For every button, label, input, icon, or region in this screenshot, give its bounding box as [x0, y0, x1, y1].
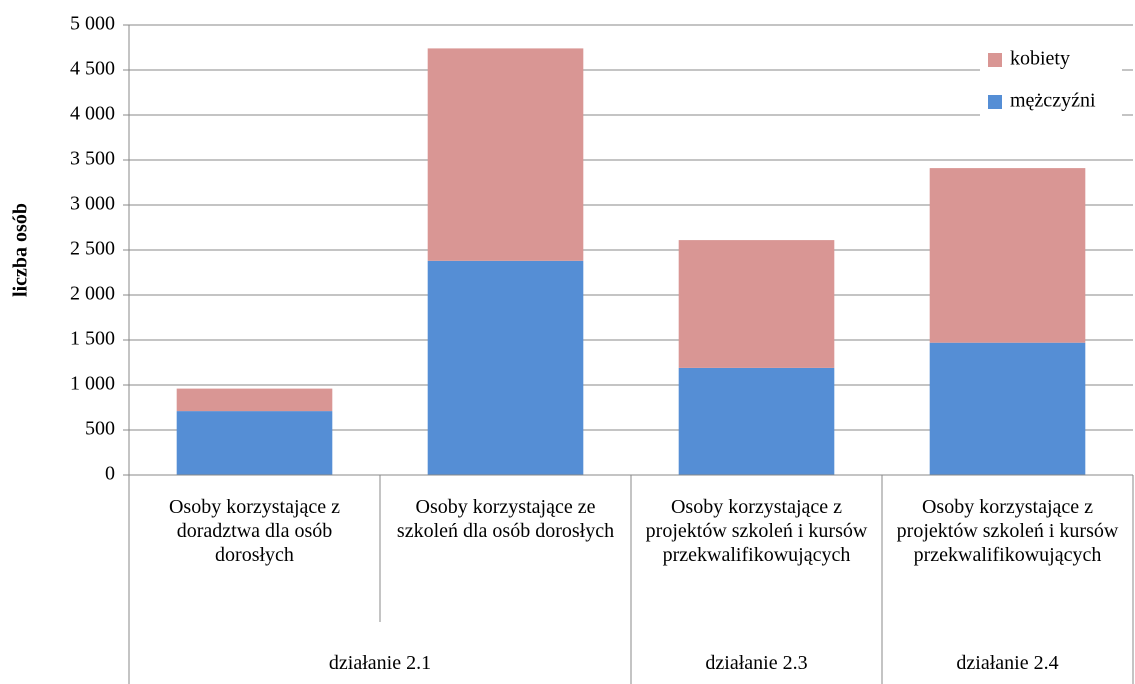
legend-label: kobiety: [1010, 48, 1070, 70]
bar-segment: [678, 240, 835, 368]
y-tick-label: 0: [105, 463, 115, 485]
x-tick-label: Osoby korzystające z projektów szkoleń i…: [645, 496, 868, 566]
legend-swatch: [988, 95, 1002, 109]
y-axis-label: liczba osób: [10, 203, 32, 297]
x-tick-label: Osoby korzystające z doradztwa dla osób …: [168, 496, 341, 566]
bar-segment: [427, 260, 584, 475]
x-tick-label: Osoby korzystające z projektów szkoleń i…: [896, 496, 1119, 566]
x-tick-label: Osoby korzystające ze szkoleń dla osób d…: [396, 496, 615, 542]
bar-segment: [176, 411, 333, 475]
y-tick-label: 3 500: [70, 148, 115, 170]
y-tick-label: 4 500: [70, 58, 115, 80]
group-label: działanie 2.4: [956, 652, 1059, 674]
y-tick-label: 500: [85, 418, 115, 440]
bar-segment: [678, 367, 835, 475]
legend-label: mężczyźni: [1010, 90, 1096, 112]
bar-segment: [929, 342, 1086, 475]
y-tick-label: 4 000: [70, 103, 115, 125]
y-tick-label: 2 000: [70, 283, 115, 305]
legend-box: [980, 40, 1122, 120]
bar-segment: [176, 388, 333, 412]
group-label: działanie 2.3: [705, 652, 808, 674]
group-label: działanie 2.1: [328, 652, 432, 674]
y-tick-label: 1 500: [70, 328, 115, 350]
y-tick-label: 1 000: [70, 373, 115, 395]
y-tick-label: 2 500: [70, 238, 115, 260]
legend-swatch: [988, 53, 1002, 67]
y-tick-label: 3 000: [70, 193, 115, 215]
bar-segment: [427, 48, 584, 261]
y-tick-label: 5 000: [70, 13, 115, 35]
bar-segment: [929, 168, 1086, 343]
